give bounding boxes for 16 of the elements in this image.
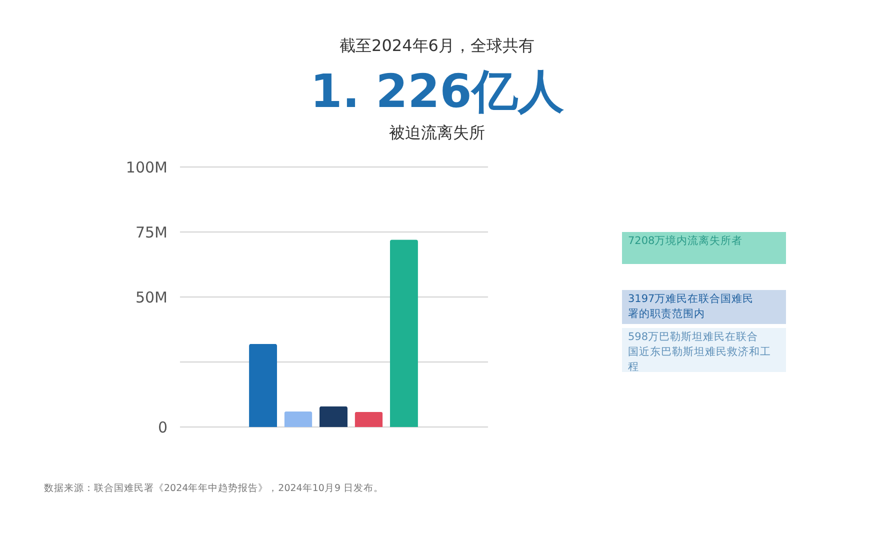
y-tick-label: 0 xyxy=(158,418,168,436)
y-tick-label: 100M xyxy=(126,158,168,176)
source-note: 数据来源：联合国难民署《2024年年中趋势报告》，2024年10月9 日发布。 xyxy=(44,482,384,494)
y-tick-label: 50M xyxy=(135,288,168,306)
chart-subtitle: 被迫流离失所 xyxy=(389,123,485,142)
chart-title: 1. 226亿人 xyxy=(310,64,564,118)
bar xyxy=(390,240,418,427)
text: 截至2024年6月，全球共有 xyxy=(340,36,534,55)
text: 3197万难民在联合国难民署的职责范围内 xyxy=(628,292,754,320)
text: 7208万境内流离失所者 xyxy=(628,234,743,247)
bar xyxy=(320,406,348,427)
bar xyxy=(284,411,312,427)
bar xyxy=(354,412,383,427)
y-tick-label: 75M xyxy=(135,224,168,242)
bar xyxy=(249,344,278,427)
text: 598万巴勒斯坦难民在联合国近东巴勒斯坦难民救济和工程 xyxy=(628,330,771,373)
